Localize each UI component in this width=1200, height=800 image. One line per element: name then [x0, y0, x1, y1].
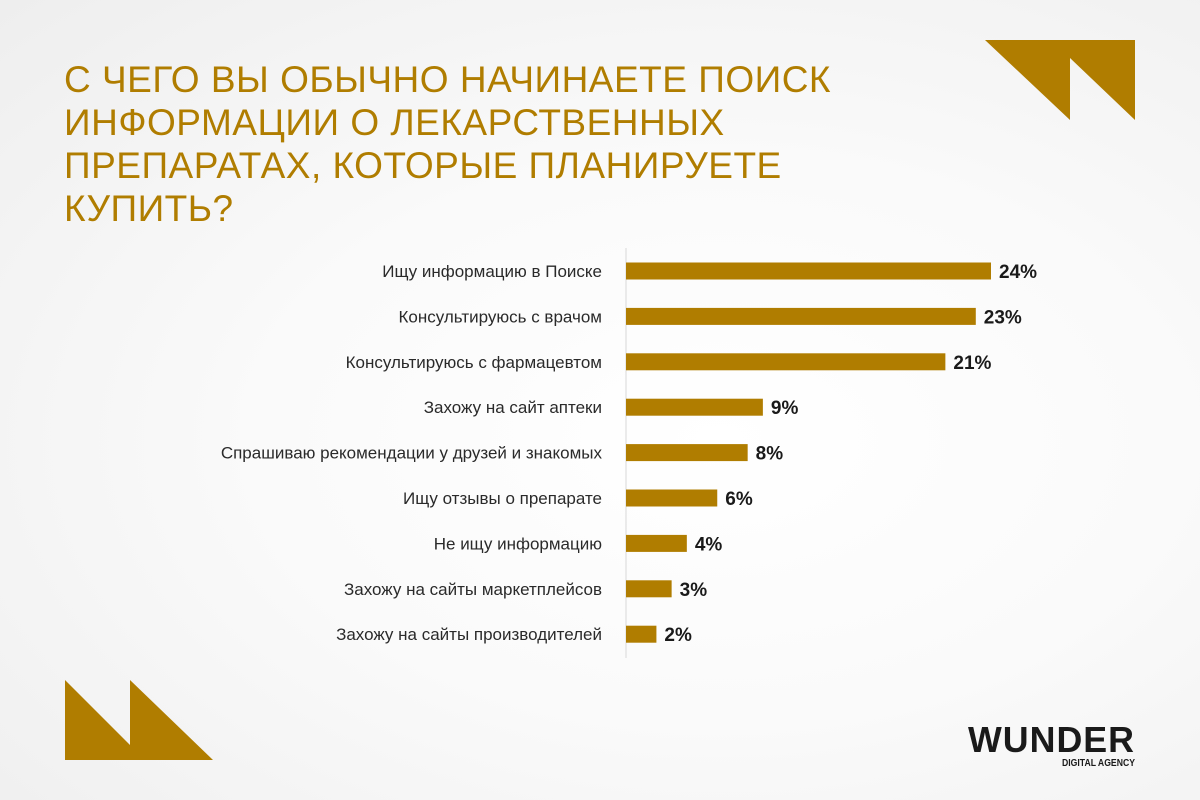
bar [626, 625, 657, 643]
category-label: Спрашиваю рекомендации у друзей и знаком… [221, 444, 603, 463]
value-label: 4% [695, 534, 723, 555]
value-label: 21% [953, 353, 991, 374]
bar [626, 307, 976, 325]
category-label: Ищу отзывы о препарате [403, 489, 602, 508]
decor-triangle-top-right [985, 40, 1135, 120]
decor-triangle-bottom-left-2 [130, 680, 213, 760]
value-label: 6% [725, 489, 753, 510]
value-label: 24% [999, 262, 1037, 283]
category-label: Захожу на сайты производителей [336, 625, 602, 644]
value-label: 3% [680, 580, 708, 601]
wunder-logo: WUNDER DIGITAL AGENCY [968, 719, 1138, 775]
logo-name: WUNDER [968, 720, 1135, 760]
category-label: Захожу на сайты маркетплейсов [344, 580, 602, 599]
value-label: 8% [756, 444, 784, 465]
bar [626, 444, 748, 462]
category-label: Консультируюсь с фармацевтом [346, 353, 602, 372]
value-label: 2% [664, 625, 692, 646]
bar [626, 580, 672, 598]
bar [626, 489, 718, 507]
bar [626, 534, 687, 552]
page-title: С ЧЕГО ВЫ ОБЫЧНО НАЧИНАЕТЕ ПОИСК ИНФОРМА… [64, 59, 831, 229]
decor-triangle-bottom-left-1 [65, 680, 145, 760]
category-label: Ищу информацию в Поиске [382, 262, 602, 281]
category-label: Захожу на сайт аптеки [424, 398, 602, 417]
bar [626, 398, 763, 416]
logo-subtitle: DIGITAL AGENCY [1062, 758, 1135, 769]
category-label: Консультируюсь с врачом [399, 307, 603, 326]
value-label: 9% [771, 398, 799, 419]
category-label: Не ищу информацию [434, 534, 603, 553]
value-label: 23% [984, 307, 1022, 328]
bar [626, 353, 946, 371]
bar [626, 262, 991, 280]
